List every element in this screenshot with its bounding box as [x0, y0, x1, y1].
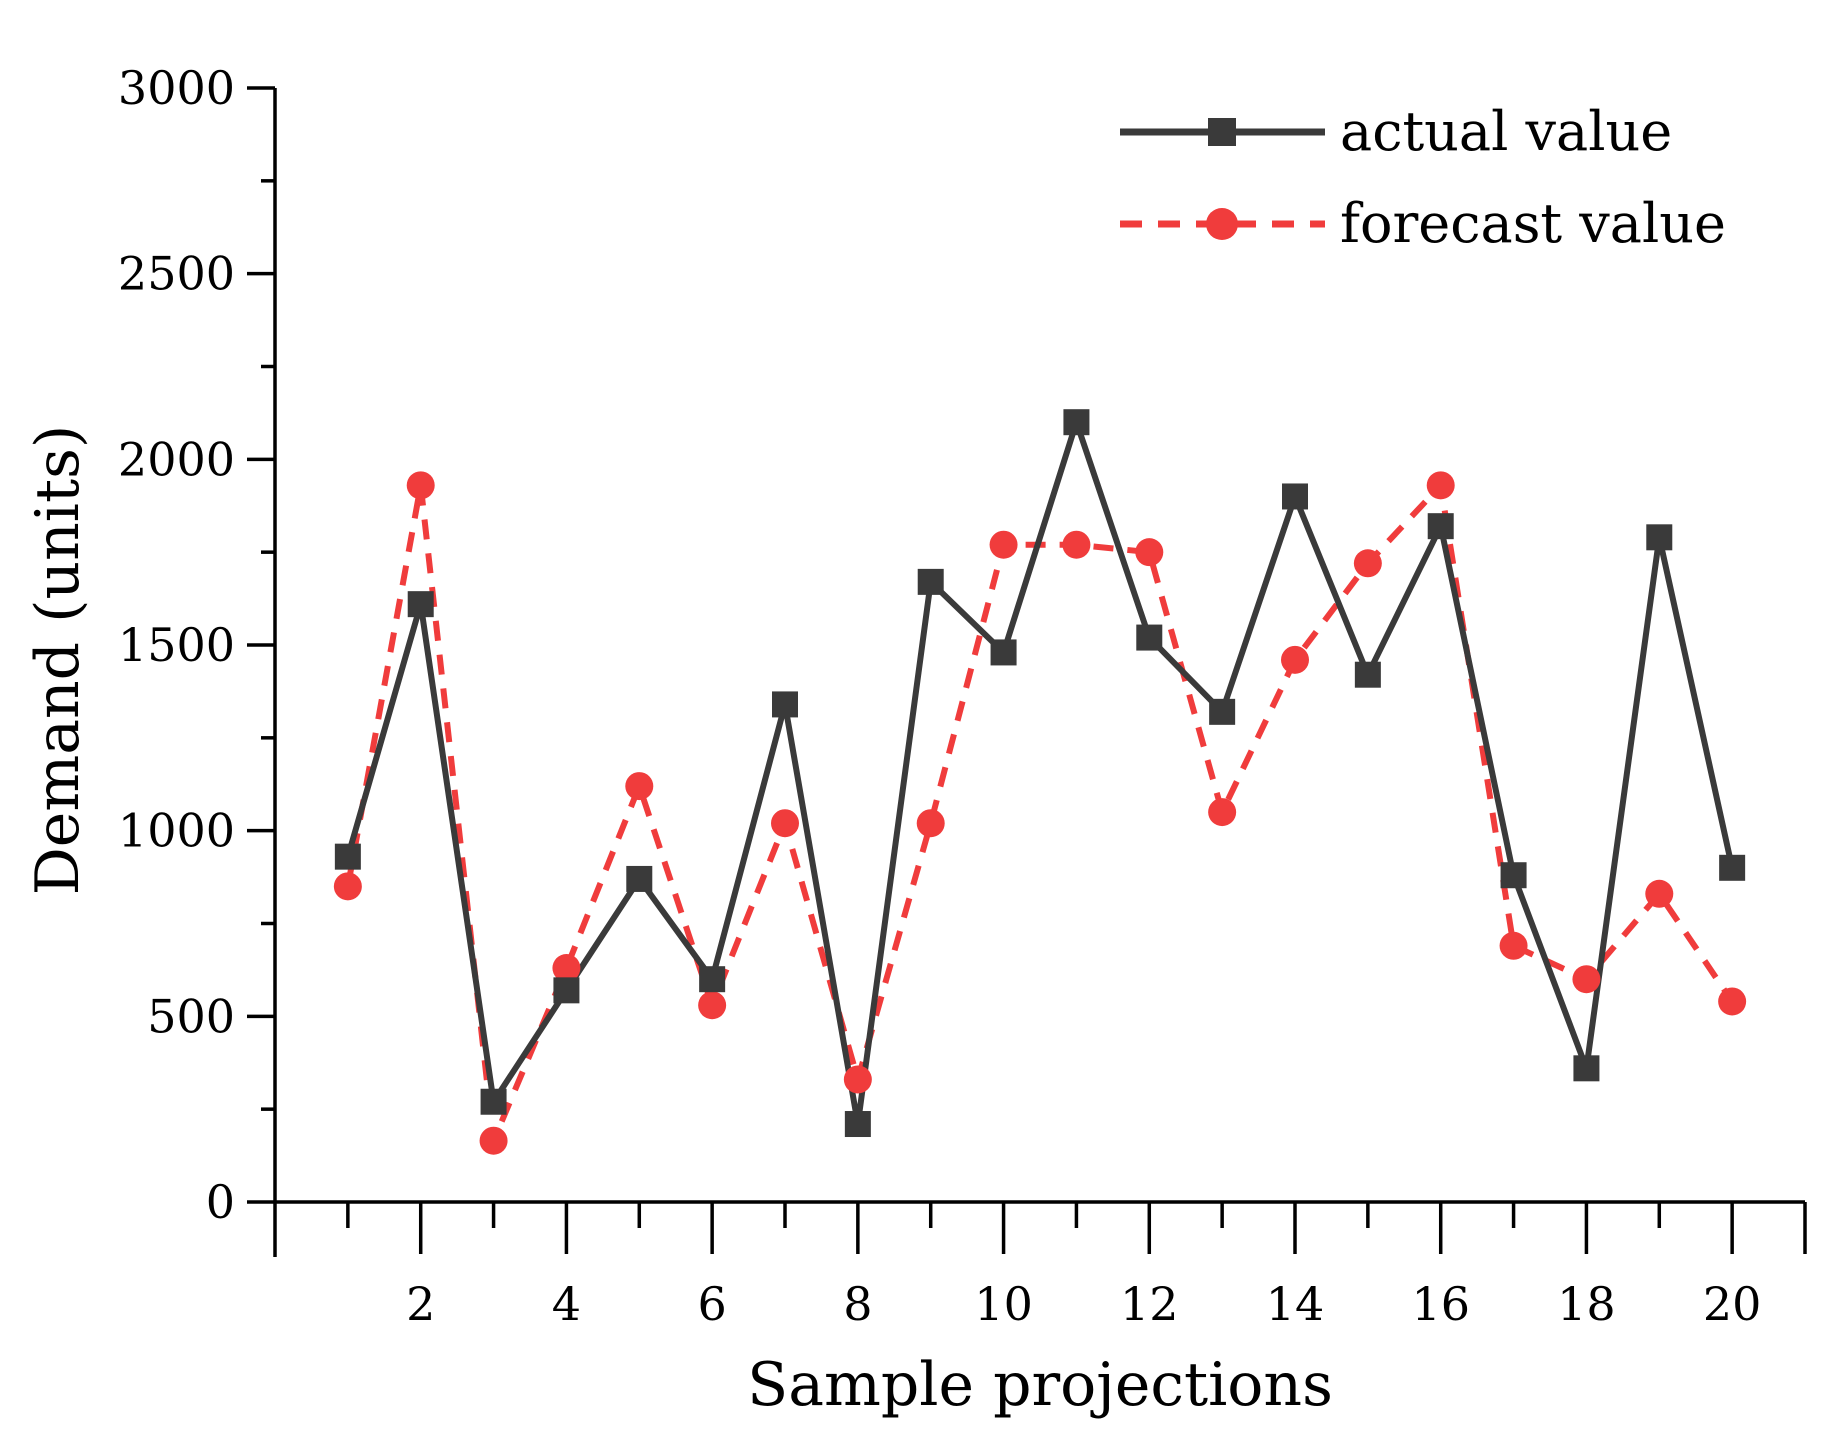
data-point-actual — [1282, 483, 1308, 510]
x-tick-label: 12 — [1120, 1277, 1179, 1331]
y-axis-title: Demand (units) — [23, 425, 93, 896]
data-point-actual — [917, 568, 944, 595]
y-tick-label: 0 — [206, 1175, 235, 1229]
x-axis-title: Sample projections — [747, 1350, 1333, 1420]
series-layer — [333, 409, 1747, 1155]
data-point-actual — [772, 691, 798, 718]
data-point-forecast — [698, 991, 727, 1020]
x-tick-label: 4 — [552, 1277, 581, 1331]
data-point-actual — [1427, 513, 1454, 540]
data-point-actual — [699, 966, 726, 993]
axes-layer: 0 500 1000 1500 2000 2500 3000 2 4 6 8 10 12 14 16 18 20 — [118, 61, 1807, 1331]
data-point-actual — [626, 865, 653, 892]
data-point-forecast — [552, 954, 581, 983]
data-point-actual — [407, 591, 434, 618]
y-tick-label: 1500 — [118, 618, 235, 672]
data-point-actual — [1063, 409, 1090, 436]
y-tick-label: 500 — [147, 989, 235, 1043]
data-point-forecast — [1208, 798, 1237, 827]
x-tick-label: 8 — [843, 1277, 872, 1331]
data-point-forecast — [1353, 549, 1382, 578]
x-tick-label: 14 — [1266, 1277, 1325, 1331]
legend-label-forecast: forecast value — [1340, 192, 1726, 255]
data-point-actual — [1209, 698, 1236, 725]
legend-label-actual: actual value — [1340, 100, 1672, 163]
data-point-forecast — [1572, 965, 1601, 994]
data-point-forecast — [843, 1065, 872, 1094]
x-tick-label: 16 — [1411, 1277, 1470, 1331]
data-point-forecast — [916, 809, 945, 838]
data-point-actual — [1354, 661, 1381, 688]
data-point-actual — [1136, 624, 1163, 651]
data-point-forecast — [1718, 987, 1747, 1016]
data-point-actual — [990, 639, 1017, 666]
legend: actual value forecast value — [1120, 100, 1726, 255]
data-point-forecast — [479, 1126, 508, 1155]
data-point-actual — [1573, 1055, 1600, 1082]
data-point-actual — [844, 1111, 871, 1138]
x-tick-label: 6 — [698, 1277, 727, 1331]
data-point-forecast — [1426, 471, 1455, 500]
y-tick-label: 2500 — [118, 247, 235, 301]
data-point-forecast — [1645, 879, 1674, 908]
data-point-actual — [1719, 854, 1746, 881]
data-point-forecast — [1062, 530, 1091, 559]
data-point-forecast — [1499, 931, 1528, 960]
data-point-forecast — [333, 872, 362, 901]
data-point-actual — [553, 977, 580, 1004]
data-point-forecast — [406, 471, 435, 500]
data-point-actual — [1646, 524, 1673, 551]
data-point-actual — [334, 843, 361, 870]
series-line-actual — [344, 412, 1736, 1125]
x-tick-label: 18 — [1557, 1277, 1616, 1331]
x-tick-label: 20 — [1703, 1277, 1762, 1331]
legend-marker-actual — [1208, 118, 1236, 146]
data-point-actual — [480, 1088, 507, 1115]
data-point-forecast — [1281, 645, 1309, 674]
x-tick-label: 2 — [406, 1277, 435, 1331]
data-point-forecast — [989, 530, 1018, 559]
y-tick-label: 2000 — [118, 432, 235, 486]
data-point-actual — [1500, 862, 1527, 889]
data-point-forecast — [771, 809, 799, 838]
series-line-forecast — [344, 478, 1735, 1153]
x-tick-label: 10 — [974, 1277, 1033, 1331]
data-point-forecast — [625, 772, 654, 801]
data-point-forecast — [1135, 538, 1164, 567]
y-tick-label: 3000 — [118, 61, 235, 115]
legend-marker-forecast — [1206, 208, 1238, 240]
y-tick-label: 1000 — [118, 804, 235, 858]
